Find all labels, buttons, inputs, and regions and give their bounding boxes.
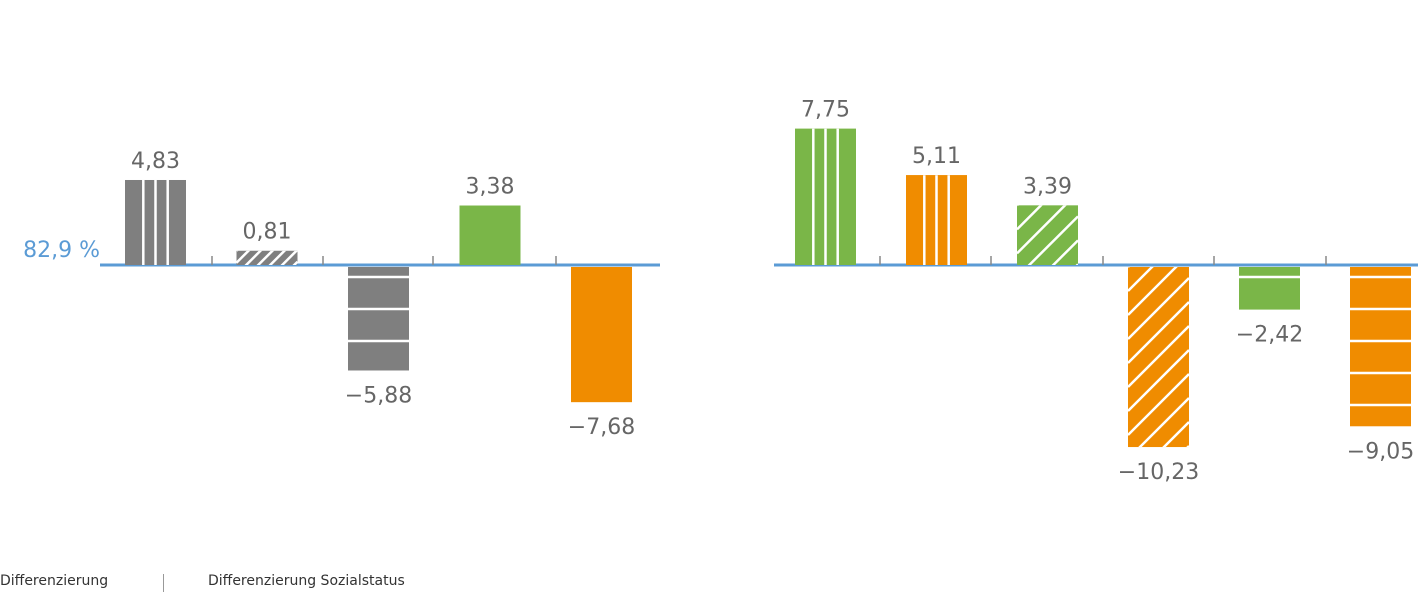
bar-pattern	[142, 179, 169, 265]
bar-pattern	[1128, 267, 1189, 448]
bar-pattern	[236, 250, 298, 266]
bar-pattern	[348, 275, 409, 343]
bar-fill	[1017, 205, 1078, 265]
value-label: 3,39	[1023, 174, 1072, 199]
bar	[1017, 205, 1078, 265]
value-label: −10,23	[1118, 460, 1199, 485]
bar-pattern	[812, 128, 839, 265]
bar-pattern	[923, 175, 950, 265]
value-label: −5,88	[345, 383, 412, 408]
left-panel: 4,83 0,81 −5,88 3,38 −7,68	[100, 149, 660, 440]
value-label: −9,05	[1347, 439, 1414, 464]
bar-fill	[459, 205, 521, 265]
bar-pattern	[1017, 205, 1078, 265]
footer-divider	[163, 574, 164, 592]
value-label: 4,83	[131, 149, 180, 174]
value-label: 5,11	[912, 144, 961, 169]
value-label: 0,81	[243, 220, 292, 245]
footer-left-label: Differenzierung	[0, 573, 109, 589]
bar-fill	[1350, 267, 1411, 427]
value-label: −7,68	[568, 415, 635, 440]
bar	[236, 250, 298, 266]
right-panel: 7,75 5,11 3,39 −10,23 −2,42 −9,05	[774, 98, 1418, 485]
bar	[125, 179, 186, 265]
bar	[1350, 267, 1411, 427]
bar-pattern	[1350, 275, 1411, 407]
bar	[571, 267, 632, 403]
footer-right-label: Differenzierung Sozialstatus	[208, 573, 405, 589]
bar-fill	[571, 267, 632, 403]
bar	[795, 128, 856, 265]
bar	[1128, 267, 1189, 448]
value-label: −2,42	[1236, 323, 1303, 348]
value-label: 3,38	[466, 175, 515, 200]
bar	[459, 205, 521, 265]
bar	[1239, 267, 1300, 310]
value-label: 7,75	[801, 98, 850, 123]
baseline-label: 82,9 %	[23, 238, 100, 263]
bar-fill	[348, 267, 409, 371]
bar	[348, 267, 409, 371]
bar	[906, 175, 967, 265]
bar-fill	[1239, 267, 1300, 310]
